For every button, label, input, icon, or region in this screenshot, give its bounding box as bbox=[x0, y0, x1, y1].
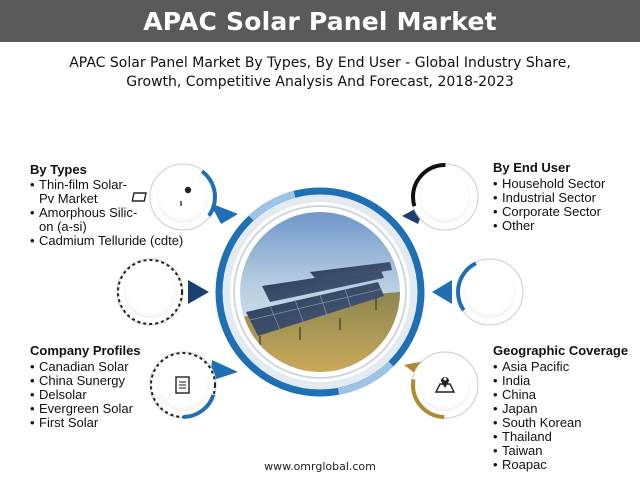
list-item: Taiwan bbox=[493, 444, 582, 459]
list-item: Evergreen Solar bbox=[30, 402, 133, 417]
list-item: Other bbox=[493, 219, 605, 234]
solar-panel-icon bbox=[131, 186, 192, 206]
list-item: Thin-film Solar- bbox=[30, 178, 183, 193]
end-user-node bbox=[411, 163, 479, 231]
header-bar: APAC Solar Panel Market bbox=[0, 0, 640, 42]
company-node bbox=[149, 351, 217, 419]
geo-list: Asia Pacific India China Japan South Kor… bbox=[493, 360, 582, 473]
map-pin-icon bbox=[434, 377, 456, 393]
list-item: Household Sector bbox=[493, 177, 605, 192]
geo-node bbox=[411, 351, 479, 419]
subtitle-line-1: APAC Solar Panel Market By Types, By End… bbox=[69, 55, 571, 71]
list-item: Corporate Sector bbox=[493, 205, 605, 220]
types-title: By Types bbox=[30, 162, 87, 177]
list-item: China bbox=[493, 388, 582, 403]
arrow-types bbox=[210, 203, 238, 224]
types-list: Thin-film Solar- Pv Market Amorphous Sil… bbox=[30, 178, 183, 249]
subtitle-line-2: Growth, Competitive Analysis And Forecas… bbox=[126, 74, 514, 90]
geo-title: Geographic Coverage bbox=[493, 343, 629, 358]
list-item: Industrial Sector bbox=[493, 191, 605, 206]
footer-url: www.omrglobal.com bbox=[264, 460, 376, 473]
subtitle: APAC Solar Panel Market By Types, By End… bbox=[40, 54, 600, 92]
list-item: Pv Market bbox=[39, 191, 98, 206]
right-middle-node bbox=[456, 258, 524, 326]
list-item: Amorphous Silic- bbox=[30, 206, 183, 221]
company-title: Company Profiles bbox=[30, 343, 141, 358]
list-item: China Sunergy bbox=[30, 374, 133, 389]
list-item: Delsolar bbox=[30, 388, 133, 403]
company-list: Canadian Solar China Sunergy Delsolar Ev… bbox=[30, 360, 133, 431]
end-user-list: Household Sector Industrial Sector Corpo… bbox=[493, 177, 605, 234]
list-item: First Solar bbox=[30, 416, 133, 431]
page-title: APAC Solar Panel Market bbox=[143, 6, 497, 36]
left-middle-node bbox=[116, 258, 184, 326]
solar-field-photo bbox=[240, 212, 400, 372]
arrow-right-middle bbox=[432, 280, 452, 304]
arrow-left-middle bbox=[188, 280, 209, 304]
list-item: South Korean bbox=[493, 416, 582, 431]
list-item: Canadian Solar bbox=[30, 360, 133, 375]
list-item: India bbox=[493, 374, 582, 389]
arrow-company bbox=[210, 360, 238, 381]
list-item: on (a-si) bbox=[39, 219, 87, 234]
document-icon bbox=[175, 376, 190, 394]
list-item: Roapac bbox=[493, 458, 582, 473]
list-item: Cadmium Telluride (cdte) bbox=[30, 234, 183, 249]
end-user-title: By End User bbox=[493, 160, 571, 175]
list-item: Japan bbox=[493, 402, 582, 417]
list-item: Thailand bbox=[493, 430, 582, 445]
list-item: Asia Pacific bbox=[493, 360, 582, 375]
